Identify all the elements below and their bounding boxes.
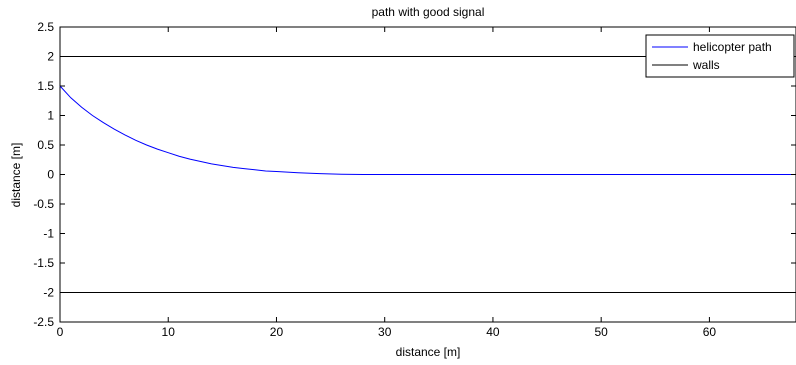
legend-entry: helicopter path [693, 40, 772, 54]
x-tick-label: 50 [594, 325, 608, 339]
legend-entry: walls [692, 58, 720, 72]
y-tick-label: -2.5 [33, 315, 54, 329]
y-tick-label: -1 [43, 227, 54, 241]
x-tick-label: 10 [162, 325, 176, 339]
x-tick-label: 0 [57, 325, 64, 339]
y-tick-label: 0 [47, 168, 54, 182]
legend: helicopter path walls [645, 34, 795, 78]
y-axis-label: distance [m] [9, 143, 23, 208]
y-tick-label: 1 [47, 109, 54, 123]
ticks-layer: 0 10 20 30 40 50 60 2.5 2 1.5 1 0.5 0 -0.5 -1 -1.5 -2 -2.… [33, 20, 796, 339]
legend-box [645, 34, 795, 78]
x-axis-label: distance [m] [396, 345, 461, 359]
series-helicopter-path-line [59, 85, 796, 175]
y-tick-label: -1.5 [33, 256, 54, 270]
y-tick-label: -0.5 [33, 197, 54, 211]
chart-title: path with good signal [372, 5, 485, 19]
y-tick-label: -2 [43, 286, 54, 300]
x-tick-label: 30 [378, 325, 392, 339]
x-tick-label: 40 [486, 325, 500, 339]
y-tick-label: 0.5 [37, 138, 54, 152]
x-tick-label: 20 [270, 325, 284, 339]
y-tick-label: 2.5 [37, 20, 54, 34]
x-tick-label: 60 [703, 325, 717, 339]
y-tick-label: 2 [47, 50, 54, 64]
y-tick-label: 1.5 [37, 79, 54, 93]
